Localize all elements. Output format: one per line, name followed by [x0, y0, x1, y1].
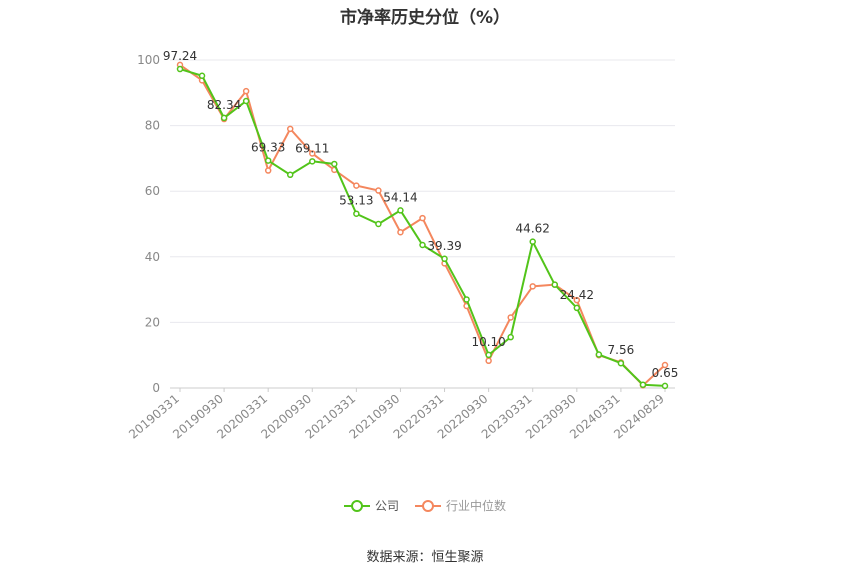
- data-label: 10.10: [471, 335, 505, 349]
- data-point-company: [220, 114, 228, 122]
- data-point-company: [573, 304, 581, 312]
- data-point-company: [264, 157, 272, 164]
- legend-company-label: 公司: [374, 499, 399, 513]
- data-point-industry: [507, 314, 514, 321]
- y-tick-label: 100: [137, 53, 160, 67]
- series-line-company: [179, 68, 666, 387]
- data-point-company: [242, 97, 250, 105]
- legend-industry-marker: [415, 499, 441, 513]
- data-label: 69.33: [251, 141, 285, 155]
- data-point-company: [595, 351, 603, 358]
- data-point-company: [331, 160, 338, 168]
- data-point-industry: [242, 87, 250, 95]
- data-point-industry: [419, 214, 426, 222]
- legend-item-industry[interactable]: 行业中位数: [415, 497, 506, 514]
- data-point-industry: [397, 228, 404, 236]
- data-label: 7.56: [608, 343, 635, 357]
- data-label: 0.65: [652, 366, 679, 380]
- data-point-company: [286, 171, 294, 179]
- chart-title: 市净率历史分位（%）: [339, 8, 511, 28]
- data-point-company: [353, 210, 360, 217]
- data-point-company: [617, 359, 625, 367]
- data-label: 69.11: [295, 141, 329, 155]
- y-tick-label: 20: [145, 315, 160, 329]
- data-point-industry: [573, 296, 581, 304]
- data-point-company: [529, 238, 536, 245]
- data-label: 39.39: [427, 239, 461, 253]
- data-point-company: [309, 158, 316, 165]
- data-label: 44.62: [516, 222, 550, 236]
- data-point-company: [661, 382, 669, 390]
- legend-company-marker: [343, 499, 370, 513]
- y-tick-label: 0: [152, 381, 160, 395]
- data-point-industry: [485, 357, 492, 365]
- data-point-company: [485, 351, 492, 359]
- data-point-company: [507, 333, 514, 341]
- data-point-industry: [661, 361, 669, 369]
- y-tick-label: 80: [145, 119, 160, 133]
- data-point-industry: [529, 283, 536, 290]
- series-line-industry: [179, 64, 666, 387]
- data-point-industry: [264, 167, 272, 174]
- data-point-company: [375, 220, 382, 228]
- data-label: 54.14: [383, 190, 417, 204]
- data-label: 82.34: [207, 98, 241, 112]
- data-point-company: [463, 296, 470, 303]
- data-label: 24.42: [560, 288, 594, 302]
- data-point-company: [419, 241, 426, 249]
- data-point-industry: [375, 187, 382, 194]
- y-tick-label: 40: [145, 250, 160, 264]
- data-point-company: [441, 255, 448, 263]
- data-label: 53.13: [339, 194, 373, 208]
- legend-industry-label: 行业中位数: [446, 499, 507, 513]
- data-label: 97.24: [163, 49, 197, 63]
- y-tick-label: 60: [145, 184, 160, 198]
- legend-item-company[interactable]: 公司: [343, 497, 399, 514]
- data-point-company: [176, 65, 184, 73]
- data-point-company: [198, 72, 206, 79]
- data-point-company: [397, 207, 404, 214]
- data-point-company: [551, 281, 559, 288]
- data-point-industry: [353, 182, 360, 189]
- data-point-company: [639, 381, 647, 388]
- data-point-industry: [286, 125, 294, 133]
- legend: 公司 行业中位数: [0, 497, 850, 514]
- data-source: 数据来源：恒生聚源: [366, 550, 484, 565]
- data-point-industry: [309, 150, 316, 157]
